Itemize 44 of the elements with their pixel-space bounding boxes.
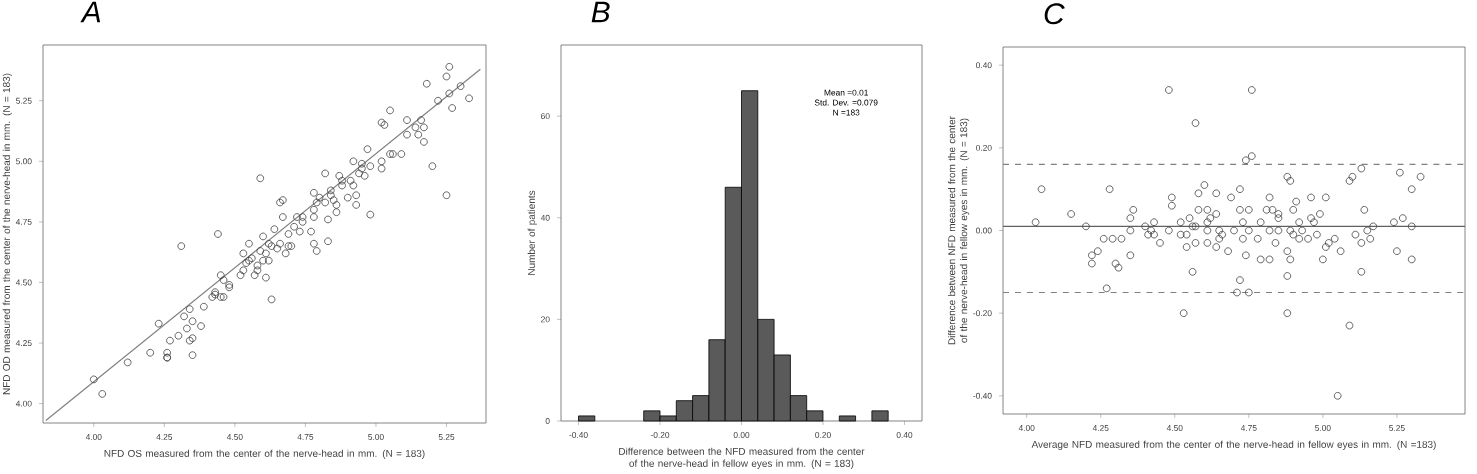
x-tick-label: 5.25 [438,434,455,440]
chart-title: C [1044,3,1065,25]
x-tick-label: 4.50 [1166,425,1183,431]
x-tick-label: 5.25 [1389,425,1405,431]
y-tick-label: 4.00 [15,400,32,407]
x-tick-label: 4.25 [1092,425,1109,431]
y-tick-label: 4.75 [15,218,32,225]
y-tick-label: 0.00 [976,227,992,234]
x-tick-label: -0.20 [650,432,670,438]
x-tick-label: 4.75 [1240,425,1257,431]
chart-title: B [591,1,610,23]
annotation: Mean =0.01 [824,89,868,96]
x-tick-label: 0.40 [896,432,913,438]
x-tick-label: 4.25 [156,434,173,440]
x-axis-title: Average NFD measured from the center of the nerve-head in fellow eyes in mm. (N =183) [1031,440,1436,450]
y-tick-label: 40 [540,214,550,221]
annotation: Std. Dev. =0.079 [814,99,878,106]
x-axis-title: NFD OS measured from the center of the nerve-head in mm. (N = 183) [104,449,425,459]
y-axis-title: Difference between NFD measured from the center of the nerve-head in fellow eyes in mm. (N = 183) [947,116,970,345]
y-tick-label: -0.20 [973,310,992,317]
x-tick-label: 4.00 [1018,425,1035,431]
y-tick-label: 60 [541,113,550,120]
y-tick-label: 0 [545,418,550,424]
y-tick-label: -0.40 [973,392,992,399]
y-tick-label: 4.50 [15,279,32,286]
y-tick-label: 5.25 [16,97,32,104]
x-tick-label: 5.00 [368,434,384,440]
x-tick-label: 5.00 [1315,425,1331,431]
y-tick-label: 20 [541,316,550,323]
y-tick-label: 0.20 [976,144,992,151]
x-tick-label: 4.75 [297,434,314,440]
y-axis-title: NFD OD measured from the center of the nerve-head in mm. (N = 183) [2,73,12,395]
x-axis-title: Difference between the NFD measured from the center of the nerve-head in fellow eyes in mm. (N = 183) [619,447,865,469]
y-tick-label: 0.40 [976,62,992,69]
annotation: N =183 [833,109,860,116]
x-tick-label: -0.40 [569,432,588,438]
chart-title: A [80,1,101,23]
y-tick-label: 5.00 [16,158,32,165]
y-axis-title: Number of patients [527,190,537,275]
x-tick-label: 4.00 [85,434,102,440]
y-tick-label: 4.25 [15,340,32,347]
x-tick-label: 0.20 [815,432,831,438]
x-tick-label: 4.50 [226,434,243,440]
x-tick-label: 0.00 [733,432,750,438]
